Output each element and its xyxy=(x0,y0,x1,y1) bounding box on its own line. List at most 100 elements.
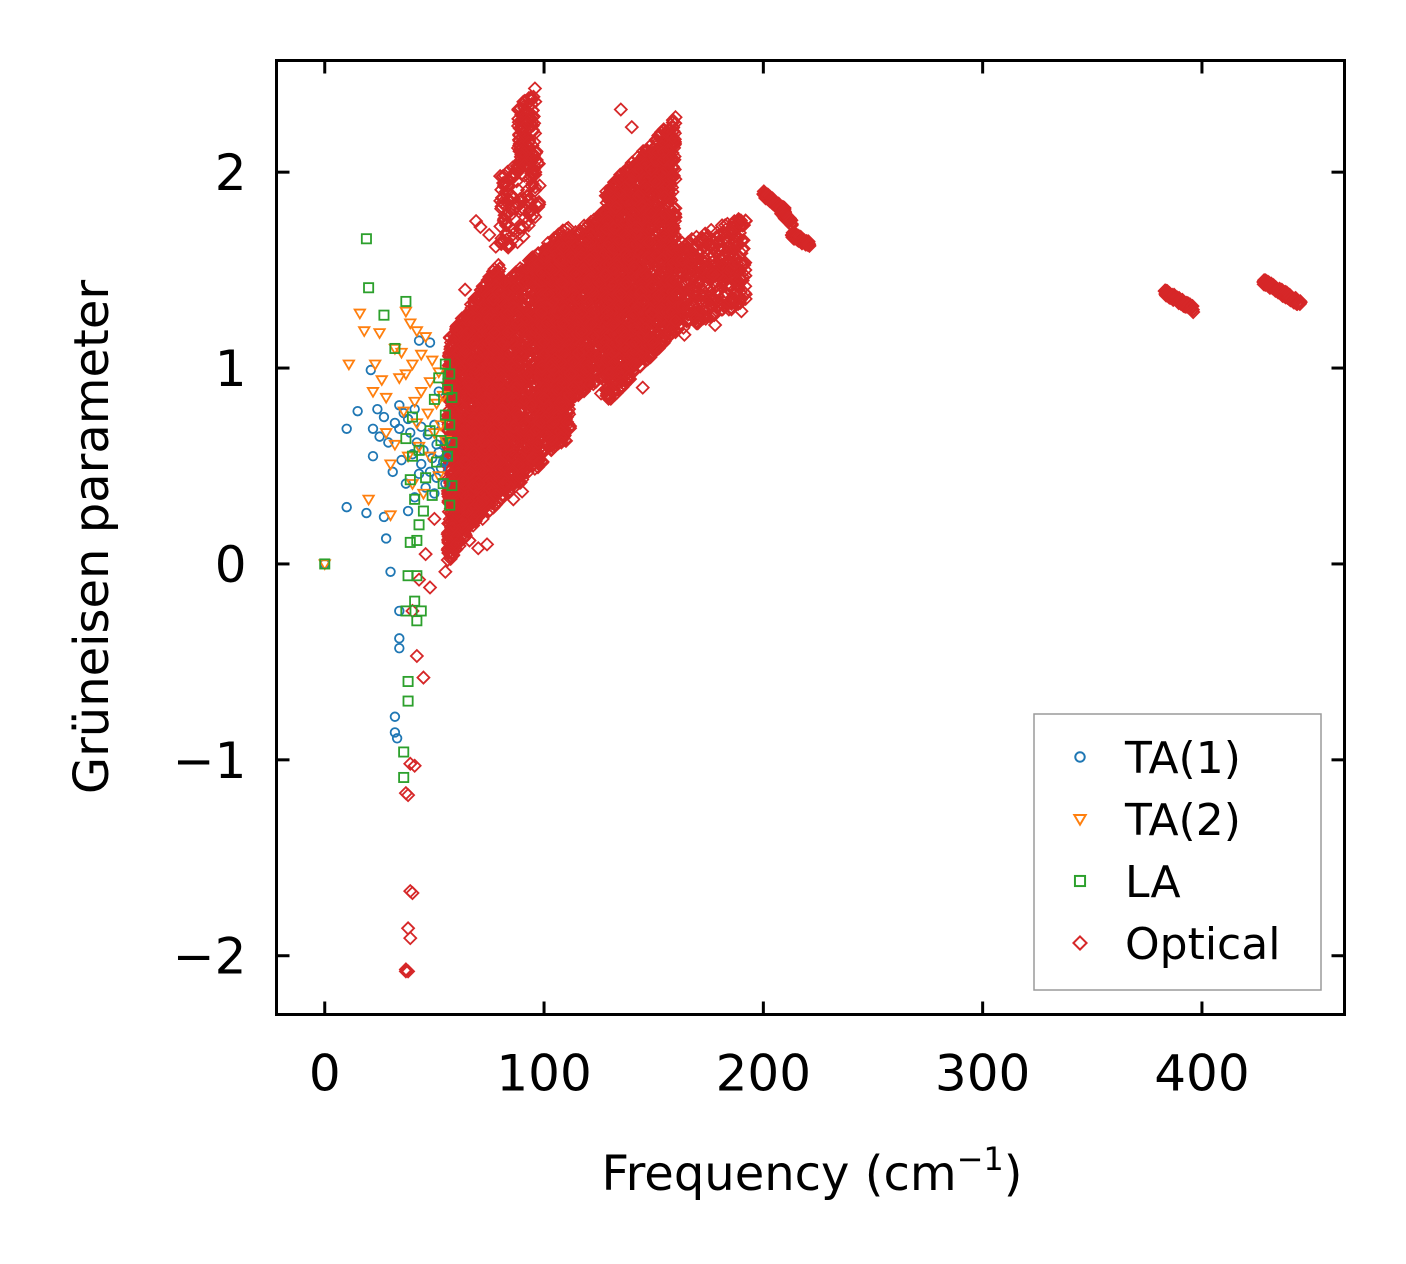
data-point xyxy=(534,287,550,302)
data-point xyxy=(557,303,573,318)
data-point xyxy=(562,318,577,333)
data-point xyxy=(509,380,524,396)
data-point xyxy=(500,364,515,380)
data-point xyxy=(464,376,480,392)
data-point xyxy=(555,376,571,392)
data-point xyxy=(513,374,528,389)
data-point xyxy=(519,312,534,327)
data-point xyxy=(487,312,503,328)
data-point xyxy=(522,367,537,382)
data-point xyxy=(553,328,569,344)
data-point xyxy=(543,274,558,289)
data-point xyxy=(552,395,568,411)
data-point xyxy=(493,311,509,327)
data-point xyxy=(441,348,457,364)
data-point xyxy=(545,377,561,392)
data-point xyxy=(550,334,565,349)
data-point xyxy=(559,414,575,430)
data-point xyxy=(585,329,601,344)
data-point xyxy=(455,311,471,327)
data-point xyxy=(544,357,560,372)
data-point xyxy=(465,336,481,351)
data-point xyxy=(490,375,506,391)
data-point xyxy=(519,291,535,307)
data-point xyxy=(537,273,552,288)
data-point xyxy=(482,363,498,379)
data-point xyxy=(550,305,565,321)
data-point xyxy=(569,262,585,278)
data-point xyxy=(569,315,585,330)
data-point xyxy=(515,468,530,483)
data-point xyxy=(588,348,603,363)
data-point xyxy=(513,345,528,361)
data-point xyxy=(569,312,585,327)
data-point xyxy=(568,238,583,254)
data-point xyxy=(557,344,572,359)
series-optical xyxy=(398,81,1308,979)
data-point xyxy=(543,262,558,277)
data-point xyxy=(519,260,535,276)
plot-marks xyxy=(317,81,1308,979)
data-point xyxy=(521,384,536,400)
data-point xyxy=(568,266,584,282)
data-point xyxy=(516,416,532,432)
data-point xyxy=(584,316,599,332)
data-point xyxy=(543,253,559,268)
data-point xyxy=(545,337,560,352)
data-point xyxy=(507,267,523,283)
data-point xyxy=(510,406,526,422)
data-point xyxy=(500,373,516,389)
data-point xyxy=(520,274,536,290)
data-point xyxy=(574,336,589,352)
data-point xyxy=(459,326,475,341)
data-point xyxy=(546,362,561,378)
data-point xyxy=(571,345,586,361)
data-point xyxy=(467,311,483,326)
data-point xyxy=(500,325,516,340)
data-point xyxy=(505,463,520,479)
data-point xyxy=(556,253,571,268)
data-point xyxy=(557,348,573,364)
data-point xyxy=(485,292,501,307)
data-point xyxy=(565,377,581,392)
data-point xyxy=(514,321,529,337)
data-point xyxy=(553,355,569,370)
data-point xyxy=(497,276,513,292)
data-point xyxy=(570,326,585,342)
data-point xyxy=(521,342,536,358)
data-point xyxy=(457,344,473,359)
data-point xyxy=(570,291,586,306)
data-point xyxy=(578,274,593,289)
data-point xyxy=(440,552,456,568)
data-point xyxy=(496,386,512,401)
data-point xyxy=(566,379,581,395)
data-point xyxy=(538,426,554,442)
data-point xyxy=(487,325,502,341)
data-point xyxy=(454,399,470,414)
data-point xyxy=(582,248,598,263)
data-point xyxy=(565,247,580,262)
data-point xyxy=(519,333,535,348)
data-point xyxy=(533,274,549,289)
data-point xyxy=(587,305,602,320)
data-point xyxy=(530,455,546,471)
data-point xyxy=(499,387,515,403)
data-point xyxy=(534,305,549,320)
data-point xyxy=(467,314,482,330)
data-point xyxy=(506,434,521,449)
data-point xyxy=(497,336,512,352)
data-point xyxy=(574,305,589,321)
data-point xyxy=(500,333,516,348)
data-point xyxy=(504,358,519,374)
data-point xyxy=(505,466,520,481)
data-point xyxy=(485,264,501,279)
data-point xyxy=(516,423,531,439)
data-point xyxy=(579,294,595,309)
data-point xyxy=(534,302,549,317)
data-point xyxy=(452,361,468,376)
data-point xyxy=(582,252,598,267)
data-point xyxy=(506,385,522,400)
data-point xyxy=(489,346,505,362)
data-point xyxy=(533,328,549,344)
